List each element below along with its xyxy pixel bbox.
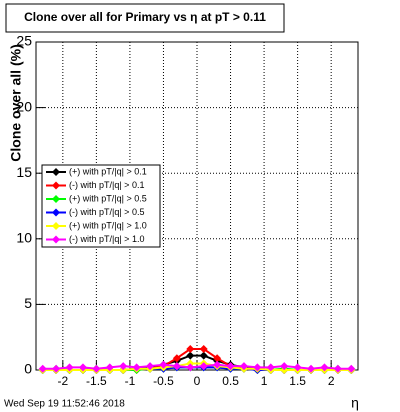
legend-label: (+) with pT/|q| > 0.1 — [69, 166, 147, 176]
data-point — [186, 363, 195, 372]
legend-label: (+) with pT/|q| > 1.0 — [69, 220, 147, 230]
x-tick-label: -1.5 — [86, 374, 107, 388]
data-point — [199, 351, 208, 360]
data-point — [239, 362, 248, 371]
data-point — [146, 362, 155, 371]
x-tick-label: -0.5 — [153, 374, 174, 388]
data-point — [186, 345, 195, 354]
data-point — [266, 363, 275, 372]
data-point — [92, 364, 101, 373]
x-tick-label: 0.5 — [222, 374, 239, 388]
data-point — [199, 345, 208, 354]
legend-label: (-) with pT/|q| > 0.1 — [69, 180, 144, 190]
data-point — [172, 354, 181, 363]
legend-label: (-) with pT/|q| > 1.0 — [69, 234, 144, 244]
x-tick-label: -2 — [57, 374, 68, 388]
data-point — [65, 363, 74, 372]
legend-box — [41, 164, 161, 248]
y-tick-label: 25 — [16, 33, 32, 49]
x-tick-label: 1.5 — [289, 374, 306, 388]
title-box — [5, 3, 285, 33]
x-tick-label: 1 — [261, 374, 268, 388]
y-tick-label: 5 — [24, 295, 32, 311]
data-point — [213, 360, 222, 369]
y-tick-label: 15 — [16, 164, 32, 180]
legend-label: (+) with pT/|q| > 0.5 — [69, 193, 147, 203]
legend-marker — [52, 235, 60, 244]
chart-title: Clone over all for Primary vs η at pT > … — [24, 10, 266, 24]
legend-marker — [52, 195, 60, 203]
timestamp: Wed Sep 19 11:52:46 2018 — [4, 399, 125, 410]
data-point — [253, 363, 262, 372]
data-point — [213, 354, 222, 363]
data-point — [132, 363, 141, 372]
data-point — [320, 363, 329, 372]
x-tick-label: -1 — [125, 374, 136, 388]
data-point — [105, 363, 114, 372]
data-point — [293, 363, 302, 372]
data-point — [280, 362, 289, 371]
data-point — [199, 362, 208, 371]
data-point — [52, 364, 61, 373]
data-point — [333, 364, 342, 373]
legend-marker — [52, 181, 60, 190]
data-point — [159, 360, 168, 369]
data-point — [226, 362, 235, 371]
y-axis-label: Clone over all (%) — [8, 44, 24, 161]
data-point — [78, 363, 87, 372]
legend-marker — [52, 168, 60, 176]
y-tick-label: 0 — [24, 361, 32, 377]
x-axis-label: η — [351, 395, 359, 411]
data-point — [347, 364, 356, 373]
data-point — [307, 364, 316, 373]
legend-label: (-) with pT/|q| > 0.5 — [69, 207, 144, 217]
legend-marker — [52, 208, 60, 217]
data-point — [119, 362, 128, 371]
data-point — [172, 362, 181, 371]
y-tick-label: 10 — [16, 230, 32, 246]
data-point — [186, 351, 195, 360]
x-tick-label: 2 — [328, 374, 335, 388]
x-tick-label: 0 — [194, 374, 201, 388]
y-tick-label: 20 — [16, 98, 32, 114]
legend-marker — [52, 222, 60, 230]
data-point — [38, 364, 47, 373]
